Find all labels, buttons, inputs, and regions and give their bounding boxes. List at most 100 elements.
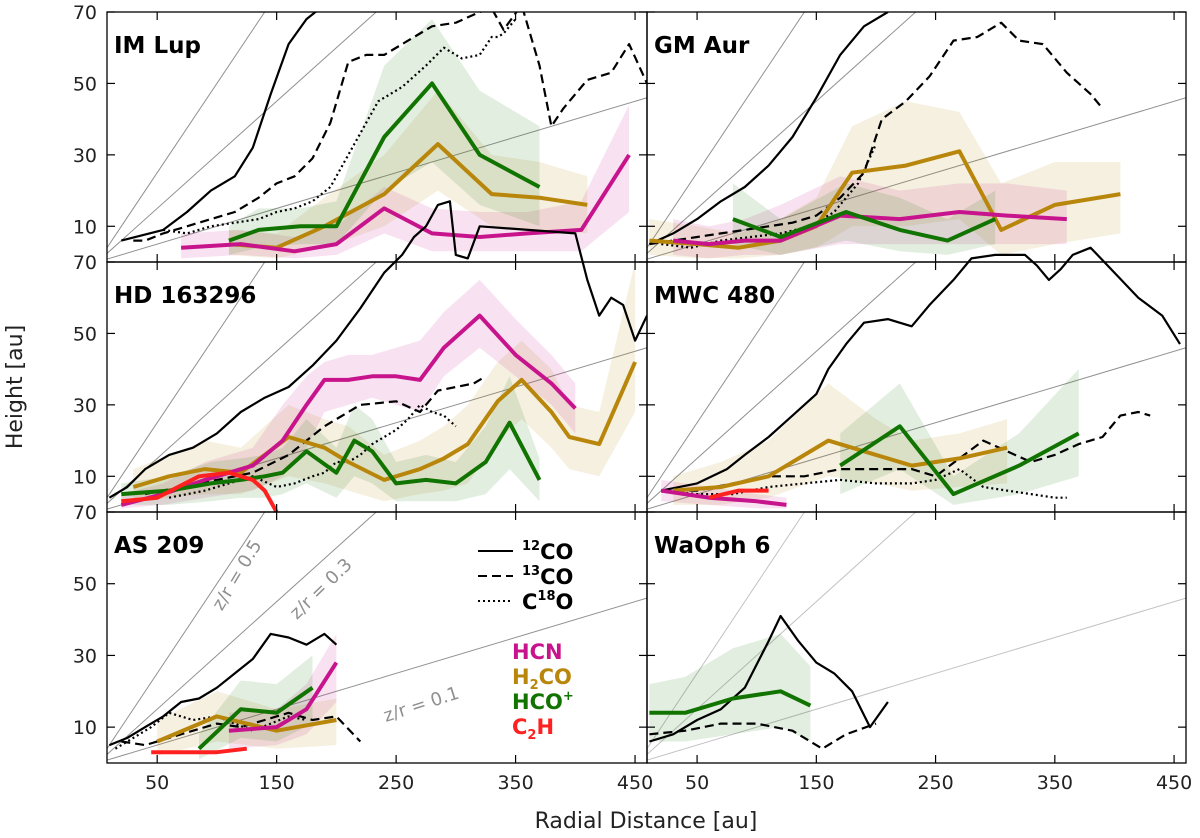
axes-frame	[106, 11, 1187, 764]
band-h2co-hd-163296	[133, 262, 636, 502]
x-ticks: 50 150 250 350 450 50 150 250 350 450	[145, 772, 1192, 794]
panel-frame-waoph-6	[646, 511, 1187, 764]
line-12co-mwc-480	[661, 246, 1181, 492]
xtick-label: 350	[497, 772, 533, 794]
ytick-label: 70	[73, 252, 97, 274]
ref-line-zr-05	[107, 261, 266, 499]
ref-line-zr-01	[107, 97, 647, 260]
ytick-label: 30	[73, 395, 97, 417]
line-c2h-hd-163296	[121, 470, 279, 513]
xtick-label: 50	[145, 772, 169, 794]
ref-line-zr-05	[107, 511, 266, 750]
panels-layer: IM Lup GM Aur HD 163296 MWC 480 AS 209 WaOph …	[107, 12, 1186, 761]
line-hcoplus-im-lup	[228, 81, 541, 243]
ytick-label: 10	[73, 216, 97, 238]
panel-waoph-6	[647, 511, 1186, 761]
band-hcoplus-as-209	[199, 655, 313, 760]
ref-line-zr-01	[647, 597, 1186, 761]
line-13co-im-lup	[133, 12, 647, 242]
line-h2co-as-209	[156, 714, 337, 744]
panel-title-hd-163296: HD 163296	[114, 283, 256, 309]
line-12co-im-lup	[121, 12, 318, 242]
legend-label-12co: 12CO	[522, 539, 573, 564]
panel-im-lup	[107, 12, 647, 260]
ref-line-zr-03	[647, 12, 917, 255]
ref-line-zr-05	[647, 511, 805, 750]
line-13co-gm-aur	[649, 21, 1104, 246]
ref-line-zr-03	[647, 511, 917, 756]
legend-label-h2co: H2CO	[512, 665, 572, 693]
panel-title-waoph-6: WaOph 6	[654, 533, 770, 559]
line-c2h-mwc-480	[708, 488, 769, 500]
line-hcoplus-gm-aur	[732, 210, 997, 243]
y-axis-label: Height [au]	[3, 325, 28, 449]
line-hcoplus-hd-163296	[121, 420, 542, 497]
panel-title-gm-aur: GM Aur	[654, 33, 750, 59]
line-13co-mwc-480	[661, 410, 1151, 492]
line-hcn-as-209	[228, 661, 339, 733]
ratio-label-zr-01: z/r = 0.1	[381, 683, 462, 727]
legend-label-hcoplus: HCO+	[512, 689, 574, 714]
band-hcn-hd-163296	[121, 279, 576, 509]
xtick-label: 450	[1156, 772, 1192, 794]
ref-line-zr-01	[107, 597, 647, 761]
line-hcoplus-waoph-6	[649, 689, 812, 715]
band-hcoplus-mwc-480	[840, 369, 1079, 505]
ref-line-zr-03	[107, 12, 377, 255]
xtick-label: 50	[685, 772, 709, 794]
legend-label-hcn: HCN	[512, 640, 563, 664]
panel-gm-aur	[647, 12, 1186, 260]
ytick-label: 50	[73, 574, 97, 596]
panel-title-as-209: AS 209	[114, 533, 204, 559]
ytick-label: 30	[73, 145, 97, 167]
line-h2co-im-lup	[228, 142, 588, 250]
panel-hd-163296	[107, 200, 647, 513]
line-h2co-mwc-480	[673, 438, 1008, 493]
ytick-label: 30	[73, 645, 97, 667]
line-c18o-im-lup	[163, 18, 517, 235]
legend-label-c18o: C18O	[522, 589, 573, 614]
y-ticks: 10 30 50 70 10 30 50 70 10 30 50 70	[73, 2, 97, 739]
line-hcn-mwc-480	[661, 488, 787, 507]
ratio-label-zr-05: z/r = 0.5	[208, 536, 266, 614]
line-12co-gm-aur	[648, 12, 889, 246]
band-hcn-as-209	[228, 633, 337, 749]
line-hcoplus-as-209	[197, 686, 314, 751]
panel-title-im-lup: IM Lup	[114, 33, 201, 59]
ytick-label: 10	[73, 466, 97, 488]
ytick-label: 10	[73, 717, 97, 739]
ytick-label: 50	[73, 323, 97, 345]
ref-line-zr-03	[107, 511, 377, 756]
line-13co-hd-163296	[144, 375, 487, 496]
legend-label-c2h: C2H	[512, 715, 554, 743]
xtick-label: 250	[917, 772, 953, 794]
ref-line-zr-05	[107, 12, 266, 249]
ref-line-zr-05	[647, 12, 805, 249]
ytick-label: 50	[73, 73, 97, 95]
ref-line-zr-03	[647, 261, 917, 505]
band-hcoplus-waoph-6	[649, 633, 811, 742]
xtick-label: 150	[259, 772, 295, 794]
line-hcoplus-mwc-480	[839, 424, 1080, 497]
panel-mwc-480	[647, 246, 1186, 510]
legend-label-13co: 13CO	[522, 564, 573, 589]
panel-title-mwc-480: MWC 480	[654, 283, 775, 309]
line-13co-waoph-6	[649, 722, 877, 750]
line-12co-hd-163296	[108, 200, 647, 499]
xtick-label: 450	[617, 772, 653, 794]
line-c2h-as-209	[151, 746, 248, 755]
ytick-label: 70	[73, 502, 97, 524]
xtick-label: 350	[1037, 772, 1073, 794]
x-axis-label: Radial Distance [au]	[535, 809, 758, 834]
ref-line-zr-05	[647, 261, 805, 499]
xtick-label: 150	[798, 772, 834, 794]
xtick-label: 250	[378, 772, 414, 794]
line-12co-waoph-6	[649, 614, 889, 743]
ratio-label-zr-03: z/r = 0.3	[286, 554, 357, 623]
panel-as-209	[107, 511, 647, 761]
line-12co-as-209	[108, 632, 338, 747]
band-hcn-im-lup	[181, 104, 630, 259]
line-c18o-mwc-480	[661, 468, 1067, 499]
